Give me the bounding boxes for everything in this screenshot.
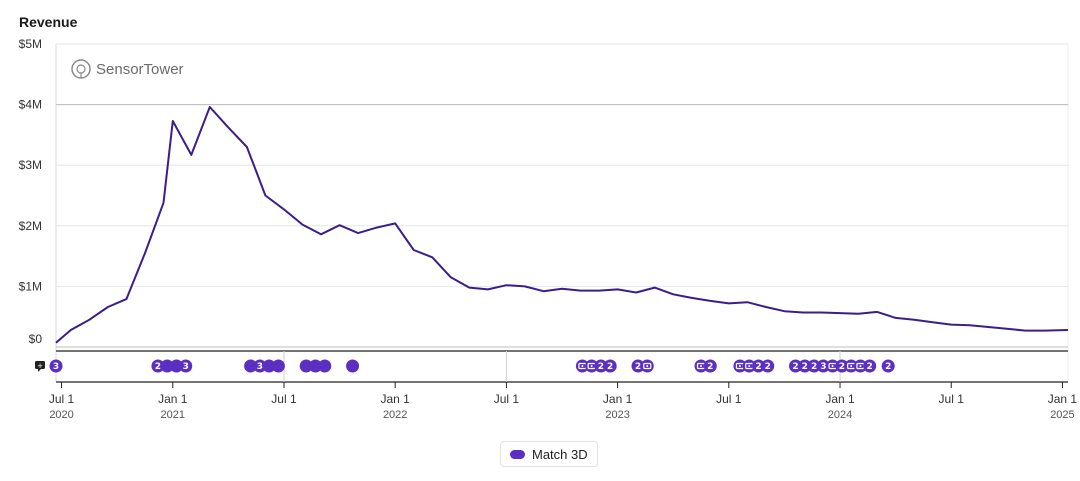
event-marker[interactable]: 2 [151,359,165,373]
svg-text:2: 2 [867,362,873,372]
event-marker[interactable] [262,359,276,373]
x-tick-label: Jan 1 [603,392,633,406]
event-marker[interactable]: 3 [49,359,63,373]
event-marker[interactable] [299,359,313,373]
legend-item-match-3d[interactable]: Match 3D [500,441,598,467]
x-tick-year: 2025 [1050,409,1074,421]
x-tick-label: Jan 1 [158,392,188,406]
x-tick-label: Jul 1 [716,392,742,406]
annotation-comment-icon[interactable]: + [35,361,45,372]
svg-text:2: 2 [802,362,808,372]
x-tick-year: 2021 [161,409,185,421]
y-tick-label: $5M [19,37,42,51]
svg-text:2: 2 [155,362,161,372]
event-marker[interactable]: 2 [594,359,608,373]
y-tick-label: $2M [19,219,42,233]
event-marker[interactable]: 2 [761,359,775,373]
x-tick-label: Jan 1 [381,392,411,406]
event-marker[interactable] [844,359,858,373]
x-tick-year: 2020 [49,409,73,421]
event-marker[interactable]: 2 [789,359,803,373]
event-markers-track: +3 2 3 3 2 2 2 2 2 2 2 2 2 3 2 2 2 [35,350,1068,383]
event-marker[interactable]: 2 [798,359,812,373]
event-marker[interactable]: 2 [835,359,849,373]
svg-text:3: 3 [257,362,263,372]
event-marker[interactable]: 3 [179,359,193,373]
svg-text:2: 2 [707,362,713,372]
svg-text:2: 2 [755,362,761,372]
x-tick-year: 2022 [383,409,407,421]
svg-text:3: 3 [53,362,59,372]
y-axis: $0 $1M $2M $3M $4M $5M [19,37,43,346]
y-tick-label: $1M [19,279,42,293]
y-tick-label: $4M [19,98,42,112]
event-marker[interactable] [318,359,332,373]
event-marker[interactable]: 3 [253,359,267,373]
x-tick-label: Jan 1 [1048,392,1078,406]
sensortower-logo: SensorTower [71,59,184,79]
svg-text:+: + [37,362,43,370]
x-tick-label: Jan 1 [825,392,855,406]
x-tick-label: Jul 1 [49,392,75,406]
svg-text:2: 2 [635,362,641,372]
gridlines [55,43,1069,382]
event-marker[interactable] [271,359,285,373]
series-line-match-3d[interactable] [55,106,1069,344]
svg-text:2: 2 [607,362,613,372]
event-marker[interactable]: 2 [603,359,617,373]
event-marker[interactable]: 2 [703,359,717,373]
svg-text:2: 2 [765,362,771,372]
event-marker[interactable] [244,359,258,373]
svg-text:2: 2 [839,362,845,372]
legend-label: Match 3D [532,446,588,462]
event-marker[interactable]: 2 [807,359,821,373]
svg-text:2: 2 [792,362,798,372]
event-marker[interactable]: 2 [751,359,765,373]
y-tick-label: $3M [19,158,42,172]
svg-text:3: 3 [820,362,826,372]
svg-text:3: 3 [183,362,189,372]
event-marker[interactable]: 2 [881,359,895,373]
x-tick-label: Jul 1 [494,392,520,406]
chart-title: Revenue [19,14,78,30]
x-tick-label: Jul 1 [271,392,297,406]
svg-text:2: 2 [598,362,604,372]
event-marker[interactable] [640,359,654,373]
event-marker[interactable]: 2 [863,359,877,373]
event-marker[interactable]: 2 [631,359,645,373]
x-tick-year: 2024 [828,409,852,421]
event-marker[interactable] [346,359,360,373]
event-marker[interactable] [169,359,183,373]
event-marker[interactable] [160,359,174,373]
y-tick-label: $0 [29,332,43,346]
svg-text:2: 2 [811,362,817,372]
event-marker[interactable] [308,359,322,373]
x-tick-year: 2023 [605,409,629,421]
x-axis: Jul 1 2020 Jan 1 2021 Jul 1 Jan 1 2022 Jul 1 Jan… [49,382,1078,421]
svg-text:2: 2 [885,362,891,372]
event-marker[interactable]: 3 [816,359,830,373]
x-tick-label: Jul 1 [939,392,965,406]
watermark-text: SensorTower [96,61,184,78]
legend-swatch [510,449,525,459]
revenue-chart: Revenue $0 $1M $2M $3M $4M $5M SensorTower +3… [19,14,1078,421]
